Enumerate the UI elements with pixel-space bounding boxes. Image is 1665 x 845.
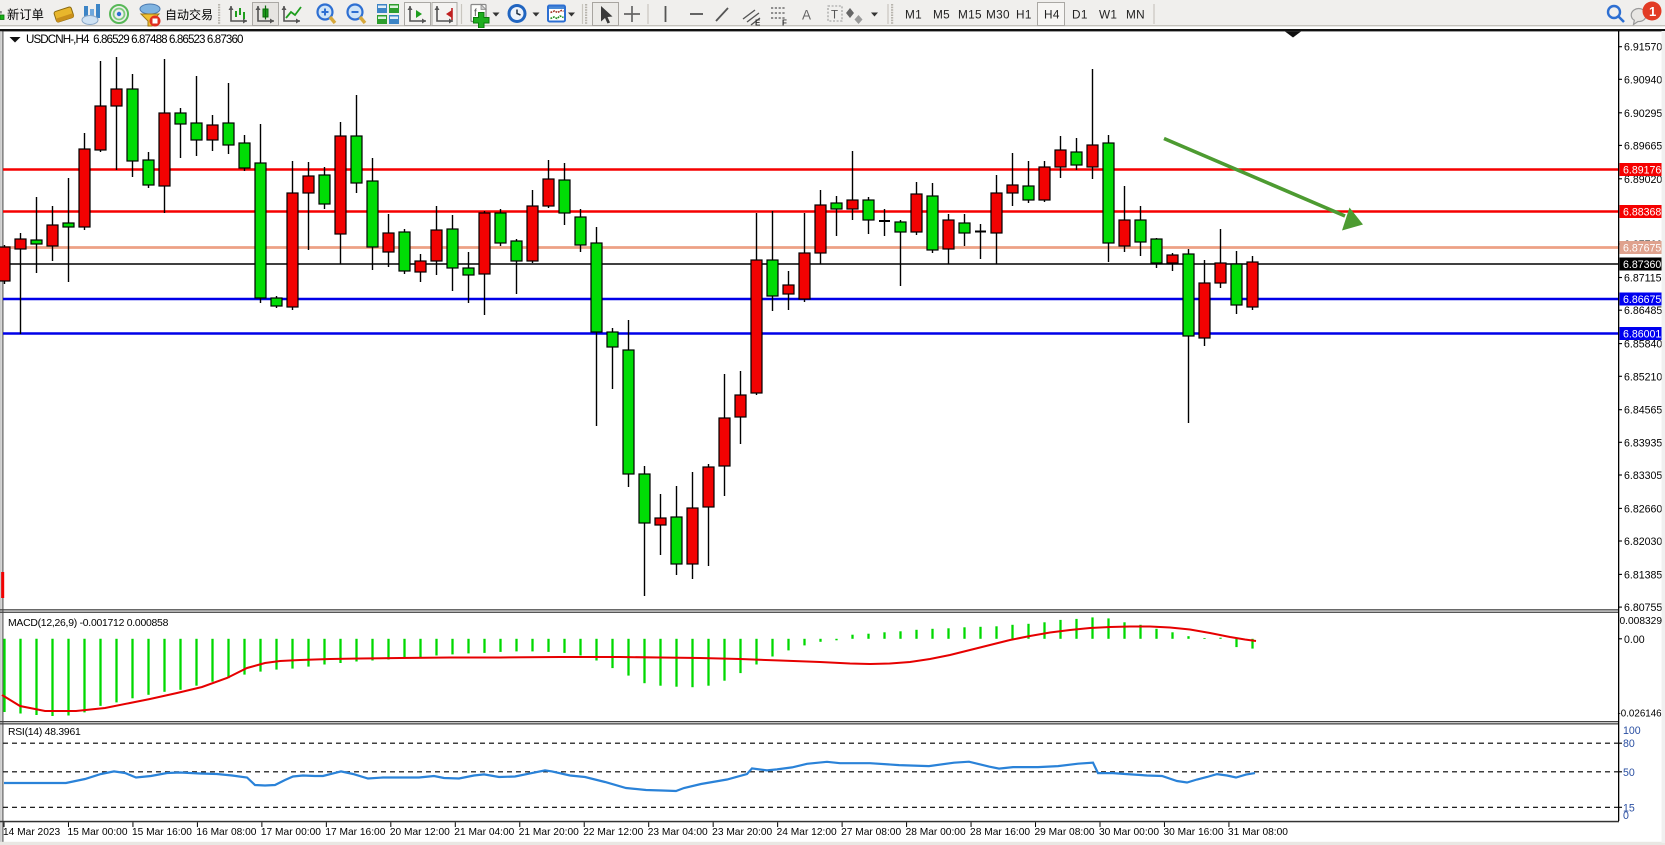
svg-text:T: T [831,10,838,22]
svg-text:6.81385: 6.81385 [1624,569,1662,581]
svg-text:21 Mar 20:00: 21 Mar 20:00 [519,827,579,838]
svg-text:23 Mar 20:00: 23 Mar 20:00 [712,827,772,838]
svg-text:USDCNH-,H4 6.86529 6.87488 6.: USDCNH-,H4 6.86529 6.87488 6.86523 6.873… [26,33,243,46]
svg-text:RSI(14) 48.3961: RSI(14) 48.3961 [8,727,81,738]
svg-text:W1: W1 [1099,8,1117,22]
svg-text:15 Mar 16:00: 15 Mar 16:00 [132,827,192,838]
svg-text:29 Mar 08:00: 29 Mar 08:00 [1035,827,1095,838]
svg-text:6.91570: 6.91570 [1624,42,1662,54]
svg-text:新订单: 新订单 [7,7,44,22]
svg-text:6.85210: 6.85210 [1624,371,1662,383]
svg-text:15 Mar 00:00: 15 Mar 00:00 [67,827,127,838]
svg-text:A: A [802,8,811,23]
svg-text:6.83305: 6.83305 [1624,470,1662,482]
svg-text:14 Mar 2023: 14 Mar 2023 [3,827,61,838]
svg-text:E: E [755,19,761,28]
svg-text:100: 100 [1623,725,1641,737]
svg-text:21 Mar 04:00: 21 Mar 04:00 [454,827,514,838]
svg-text:30 Mar 16:00: 30 Mar 16:00 [1163,827,1223,838]
svg-text:1: 1 [1649,4,1656,19]
svg-text:f: f [474,8,477,19]
svg-text:H4: H4 [1044,8,1060,22]
svg-text:0.00: 0.00 [1624,634,1645,646]
svg-text:6.86001: 6.86001 [1623,329,1661,341]
svg-text:24 Mar 12:00: 24 Mar 12:00 [777,827,837,838]
svg-text:28 Mar 00:00: 28 Mar 00:00 [906,827,966,838]
svg-text:0.008329: 0.008329 [1620,616,1663,627]
svg-text:22 Mar 12:00: 22 Mar 12:00 [583,827,643,838]
svg-text:50: 50 [1623,767,1635,779]
svg-text:6.82030: 6.82030 [1624,536,1662,548]
svg-text:自动交易: 自动交易 [165,7,213,22]
svg-text:6.90295: 6.90295 [1624,108,1662,120]
svg-text:17 Mar 16:00: 17 Mar 16:00 [325,827,385,838]
svg-text:6.80755: 6.80755 [1624,602,1662,614]
svg-text:M30: M30 [986,8,1010,22]
svg-text:6.87115: 6.87115 [1624,273,1662,285]
svg-text:H1: H1 [1016,8,1032,22]
svg-text:6.83935: 6.83935 [1624,437,1662,449]
svg-text:M1: M1 [905,8,922,22]
svg-text:6.88368: 6.88368 [1623,207,1661,219]
svg-text:6.86485: 6.86485 [1624,305,1662,317]
svg-text:6.89020: 6.89020 [1624,174,1662,186]
svg-text:6.89176: 6.89176 [1623,165,1661,177]
svg-text:6.87675: 6.87675 [1623,243,1661,255]
svg-text:80: 80 [1623,738,1635,750]
svg-text:30 Mar 00:00: 30 Mar 00:00 [1099,827,1159,838]
svg-text:6.90940: 6.90940 [1624,74,1662,86]
svg-text:6.85840: 6.85840 [1624,339,1662,351]
svg-text:31 Mar 08:00: 31 Mar 08:00 [1228,827,1288,838]
svg-text:6.86675: 6.86675 [1623,294,1661,306]
svg-text:6.89665: 6.89665 [1624,140,1662,152]
svg-text:6.84565: 6.84565 [1624,405,1662,417]
svg-text:D1: D1 [1072,8,1088,22]
svg-text:F: F [782,19,787,28]
svg-text:-0.026146: -0.026146 [1618,709,1663,720]
svg-text:6.82660: 6.82660 [1624,503,1662,515]
svg-text:M15: M15 [958,8,982,22]
svg-text:15: 15 [1623,802,1635,814]
svg-text:23 Mar 04:00: 23 Mar 04:00 [648,827,708,838]
svg-text:0: 0 [1623,810,1629,822]
svg-text:6.87360: 6.87360 [1623,259,1661,271]
svg-text:MN: MN [1126,8,1145,22]
svg-text:27 Mar 08:00: 27 Mar 08:00 [841,827,901,838]
svg-text:MACD(12,26,9) -0.001712 0.0008: MACD(12,26,9) -0.001712 0.000858 [8,618,169,629]
svg-text:M5: M5 [933,8,950,22]
svg-text:16 Mar 08:00: 16 Mar 08:00 [196,827,256,838]
svg-text:28 Mar 16:00: 28 Mar 16:00 [970,827,1030,838]
svg-text:20 Mar 12:00: 20 Mar 12:00 [390,827,450,838]
svg-text:17 Mar 00:00: 17 Mar 00:00 [261,827,321,838]
